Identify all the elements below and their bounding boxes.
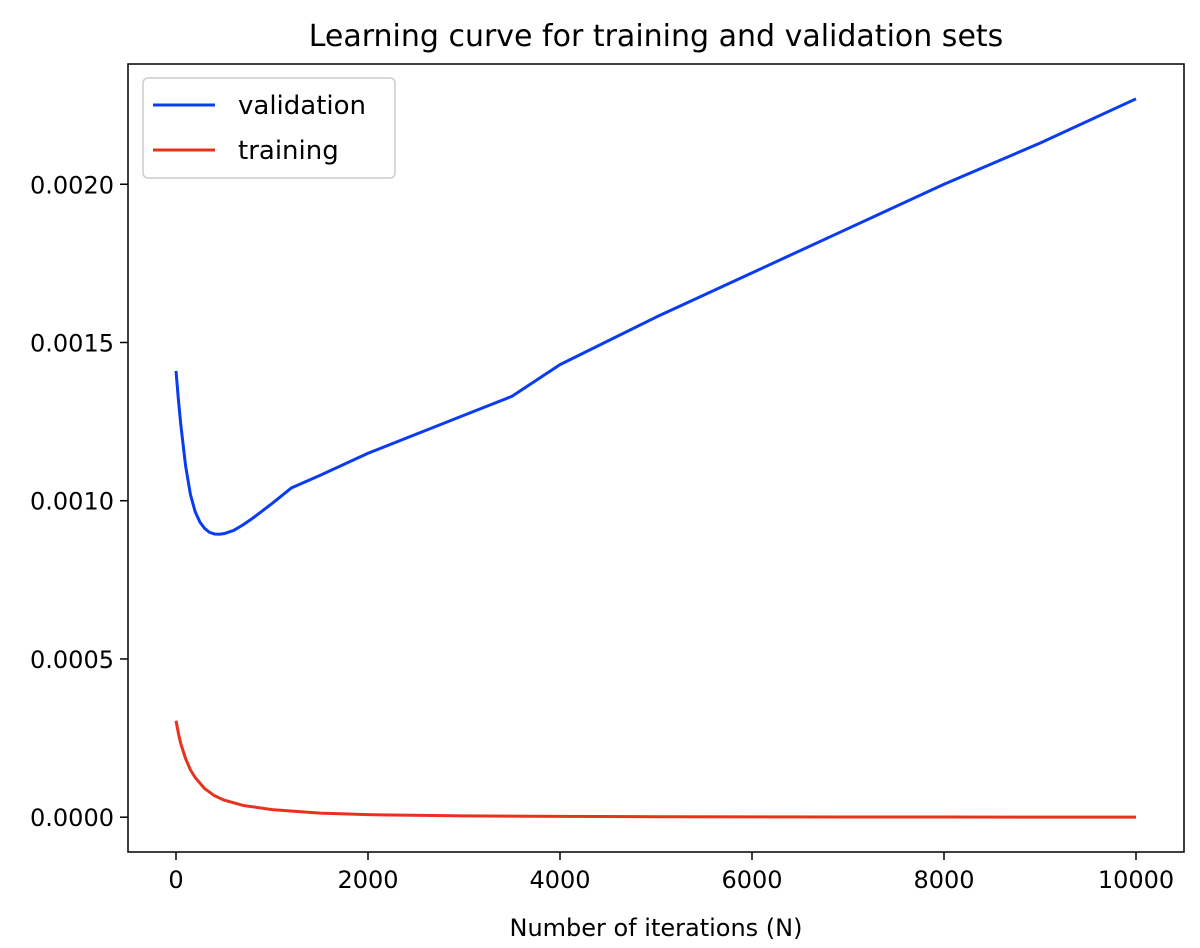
axes: 0 2000 4000 6000 8000 10000 0.0000 0.0005 0.0010…: [30, 63, 1185, 894]
series-line-training: [174, 720, 1137, 819]
legend-label-validation: validation: [238, 91, 366, 121]
y-tick-label: 0.0020: [30, 171, 114, 199]
y-tick-label: 0.0005: [30, 646, 114, 674]
legend: validation training: [142, 77, 396, 179]
x-tick-label: 0: [168, 866, 183, 894]
plot-area: [174, 97, 1137, 819]
x-tick-label: 2000: [337, 866, 398, 894]
legend-box: [142, 77, 396, 179]
x-axis-label: Number of iterations (N): [509, 914, 802, 942]
x-tick-label: 4000: [529, 866, 590, 894]
chart-title: Learning curve for training and validati…: [309, 19, 1004, 54]
plot-frame: [127, 63, 1185, 853]
series-line-validation: [174, 97, 1137, 536]
x-tick-label: 8000: [913, 866, 974, 894]
x-tick-label: 10000: [1098, 866, 1174, 894]
y-tick-label: 0.0015: [30, 329, 114, 357]
y-tick-label: 0.0010: [30, 488, 114, 516]
x-tick-label: 6000: [721, 866, 782, 894]
y-tick-label: 0.0000: [30, 804, 114, 832]
legend-label-training: training: [238, 136, 339, 166]
